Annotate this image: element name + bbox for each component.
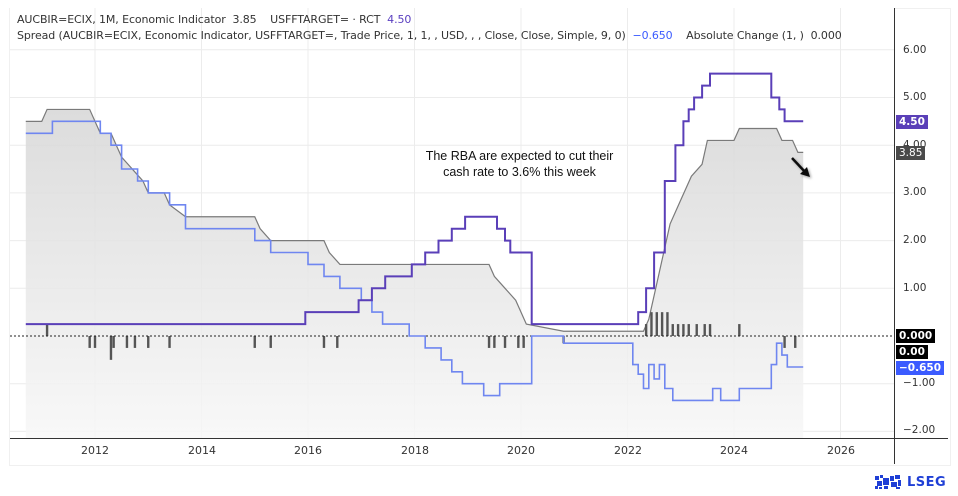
absolute-change-bars	[45, 312, 797, 360]
legend-change-value: 0.000	[810, 29, 842, 42]
chart-annotation[interactable]: The RBA are expected to cut their cash r…	[402, 148, 637, 180]
x-tick: 2024	[720, 444, 748, 457]
lseg-lion-icon	[875, 475, 901, 489]
usff-value-badge: 4.50	[896, 115, 928, 129]
annotation-line-1: The RBA are expected to cut their	[425, 149, 614, 163]
x-tick: 2016	[294, 444, 322, 457]
y-tick: 5.00	[903, 91, 927, 103]
arrow-icon	[791, 157, 810, 177]
aucbir-area	[25, 108, 804, 439]
lseg-logo-text: LSEG	[907, 474, 947, 490]
legend-aucbir-label[interactable]: AUCBIR=ECIX, 1M, Economic Indicator	[17, 13, 226, 26]
y-tick: 6.00	[903, 44, 927, 56]
lseg-logo: LSEG	[874, 474, 946, 490]
legend-aucbir-value: 3.85	[232, 13, 257, 26]
spread-value-badge: −0.650	[896, 361, 945, 375]
x-tick: 2022	[614, 444, 642, 457]
x-tick: 2026	[827, 444, 855, 457]
legend-spread-value: −0.650	[632, 29, 673, 42]
legend-usff-label[interactable]: USFFTARGET= · RCT	[270, 13, 381, 26]
y-tick: 1.00	[903, 282, 927, 294]
x-tick: 2018	[401, 444, 429, 457]
y-tick: −1.00	[903, 377, 936, 389]
legend-spread-label[interactable]: Spread (AUCBIR=ECIX, Economic Indicator,…	[17, 29, 626, 42]
x-tick: 2020	[507, 444, 535, 457]
annotation-line-2: cash rate to 3.6% this week	[443, 165, 596, 179]
change-value-badge: 0.000	[896, 329, 936, 343]
series-lines	[25, 72, 804, 402]
zero-value-badge: 0.00	[896, 345, 928, 359]
y-tick: −2.00	[903, 424, 936, 436]
y-tick: 3.00	[903, 186, 927, 198]
legend-usff-value: 4.50	[387, 13, 412, 26]
legend-change-label[interactable]: Absolute Change (1, )	[686, 29, 804, 42]
legend-line-1: AUCBIR=ECIX, 1M, Economic Indicator 3.85…	[17, 13, 411, 26]
x-tick: 2014	[188, 444, 216, 457]
x-tick: 2012	[81, 444, 109, 457]
aucbir-value-badge: 3.85	[896, 146, 926, 160]
legend-line-2: Spread (AUCBIR=ECIX, Economic Indicator,…	[17, 29, 842, 42]
y-tick: 2.00	[903, 234, 927, 246]
